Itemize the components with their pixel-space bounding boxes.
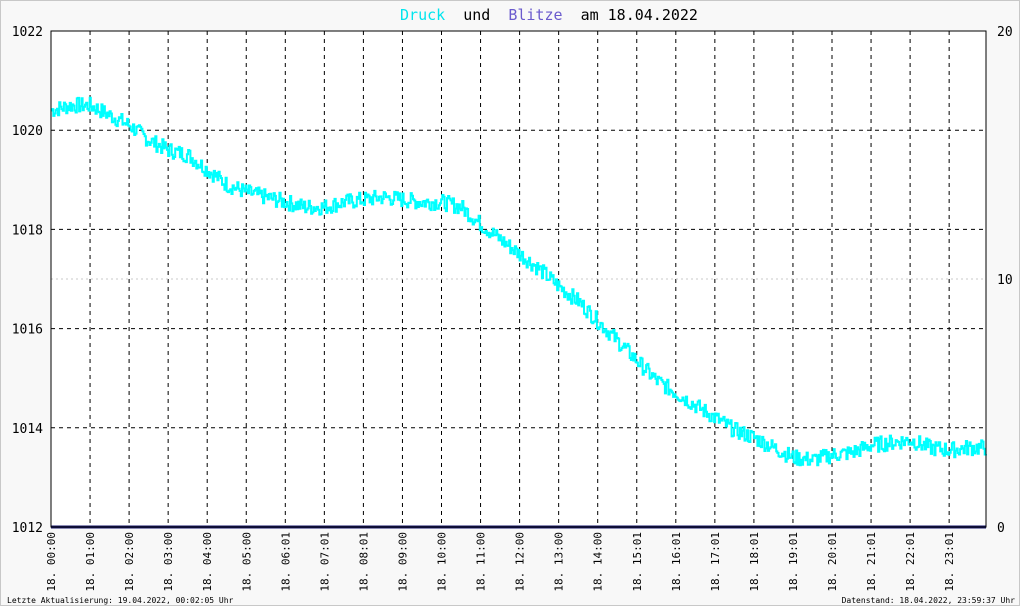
x-tick-label: 18. 11:00 [475,532,488,592]
x-tick-label: 18. 23:01 [943,532,956,592]
y-right-tick-label: 20 [997,25,1013,40]
x-tick-label: 18. 07:01 [318,532,331,592]
y-left-tick-label: 1016 [12,323,43,338]
title-blitze: Blitze [508,6,562,24]
druck-line [51,96,987,467]
title-date: am 18.04.2022 [581,6,698,24]
y-left-tick-label: 1018 [12,223,43,238]
x-tick-label: 18. 14:00 [592,532,605,592]
x-tick-label: 18. 18:01 [748,532,761,592]
y-axis-left: 1012 1014 1016 1018 1020 1022 [12,25,43,536]
title-druck: Druck [400,6,445,24]
title-und: und [463,6,490,24]
x-tick-label: 18. 17:01 [709,532,722,592]
footer-data-status: Datenstand: 18.04.2022, 23:59:37 Uhr [842,596,1016,605]
y-right-tick-label: 10 [997,273,1013,288]
x-tick-label: 18. 21:01 [865,532,878,592]
x-tick-label: 18. 02:00 [123,532,136,592]
x-tick-label: 18. 10:00 [436,532,449,592]
x-axis: 18. 00:00 18. 01:00 18. 02:00 18. 03:00 18. … [45,532,956,592]
x-tick-label: 18. 00:00 [45,532,58,592]
y-left-tick-label: 1014 [12,422,43,437]
y-left-tick-label: 1020 [12,124,43,139]
x-tick-label: 18. 20:01 [826,532,839,592]
x-tick-label: 18. 05:00 [240,532,253,592]
y-left-tick-label: 1012 [12,521,43,536]
y-axis-right: 0 10 20 [997,25,1013,536]
footer-last-update: Letzte Aktualisierung: 19.04.2022, 00:02… [7,596,234,605]
x-tick-label: 18. 08:01 [357,532,370,592]
x-tick-label: 18. 04:00 [201,532,214,592]
x-tick-label: 18. 15:01 [631,532,644,592]
x-tick-label: 18. 12:00 [514,532,527,592]
x-tick-label: 18. 06:01 [279,532,292,592]
x-tick-label: 18. 01:00 [84,532,97,592]
x-tick-label: 18. 19:01 [787,532,800,592]
x-tick-label: 18. 16:01 [670,532,683,592]
x-tick-label: 18. 03:00 [162,532,175,592]
y-right-tick-label: 0 [997,521,1005,536]
plot-border [50,30,987,528]
x-tick-label: 18. 13:00 [553,532,566,592]
chart-title: Druck und Blitze am 18.04.2022 [400,6,698,24]
x-tick-label: 18. 22:01 [904,532,917,592]
y-left-tick-label: 1022 [12,25,43,40]
x-tick-label: 18. 09:00 [396,532,409,592]
series [50,30,987,529]
